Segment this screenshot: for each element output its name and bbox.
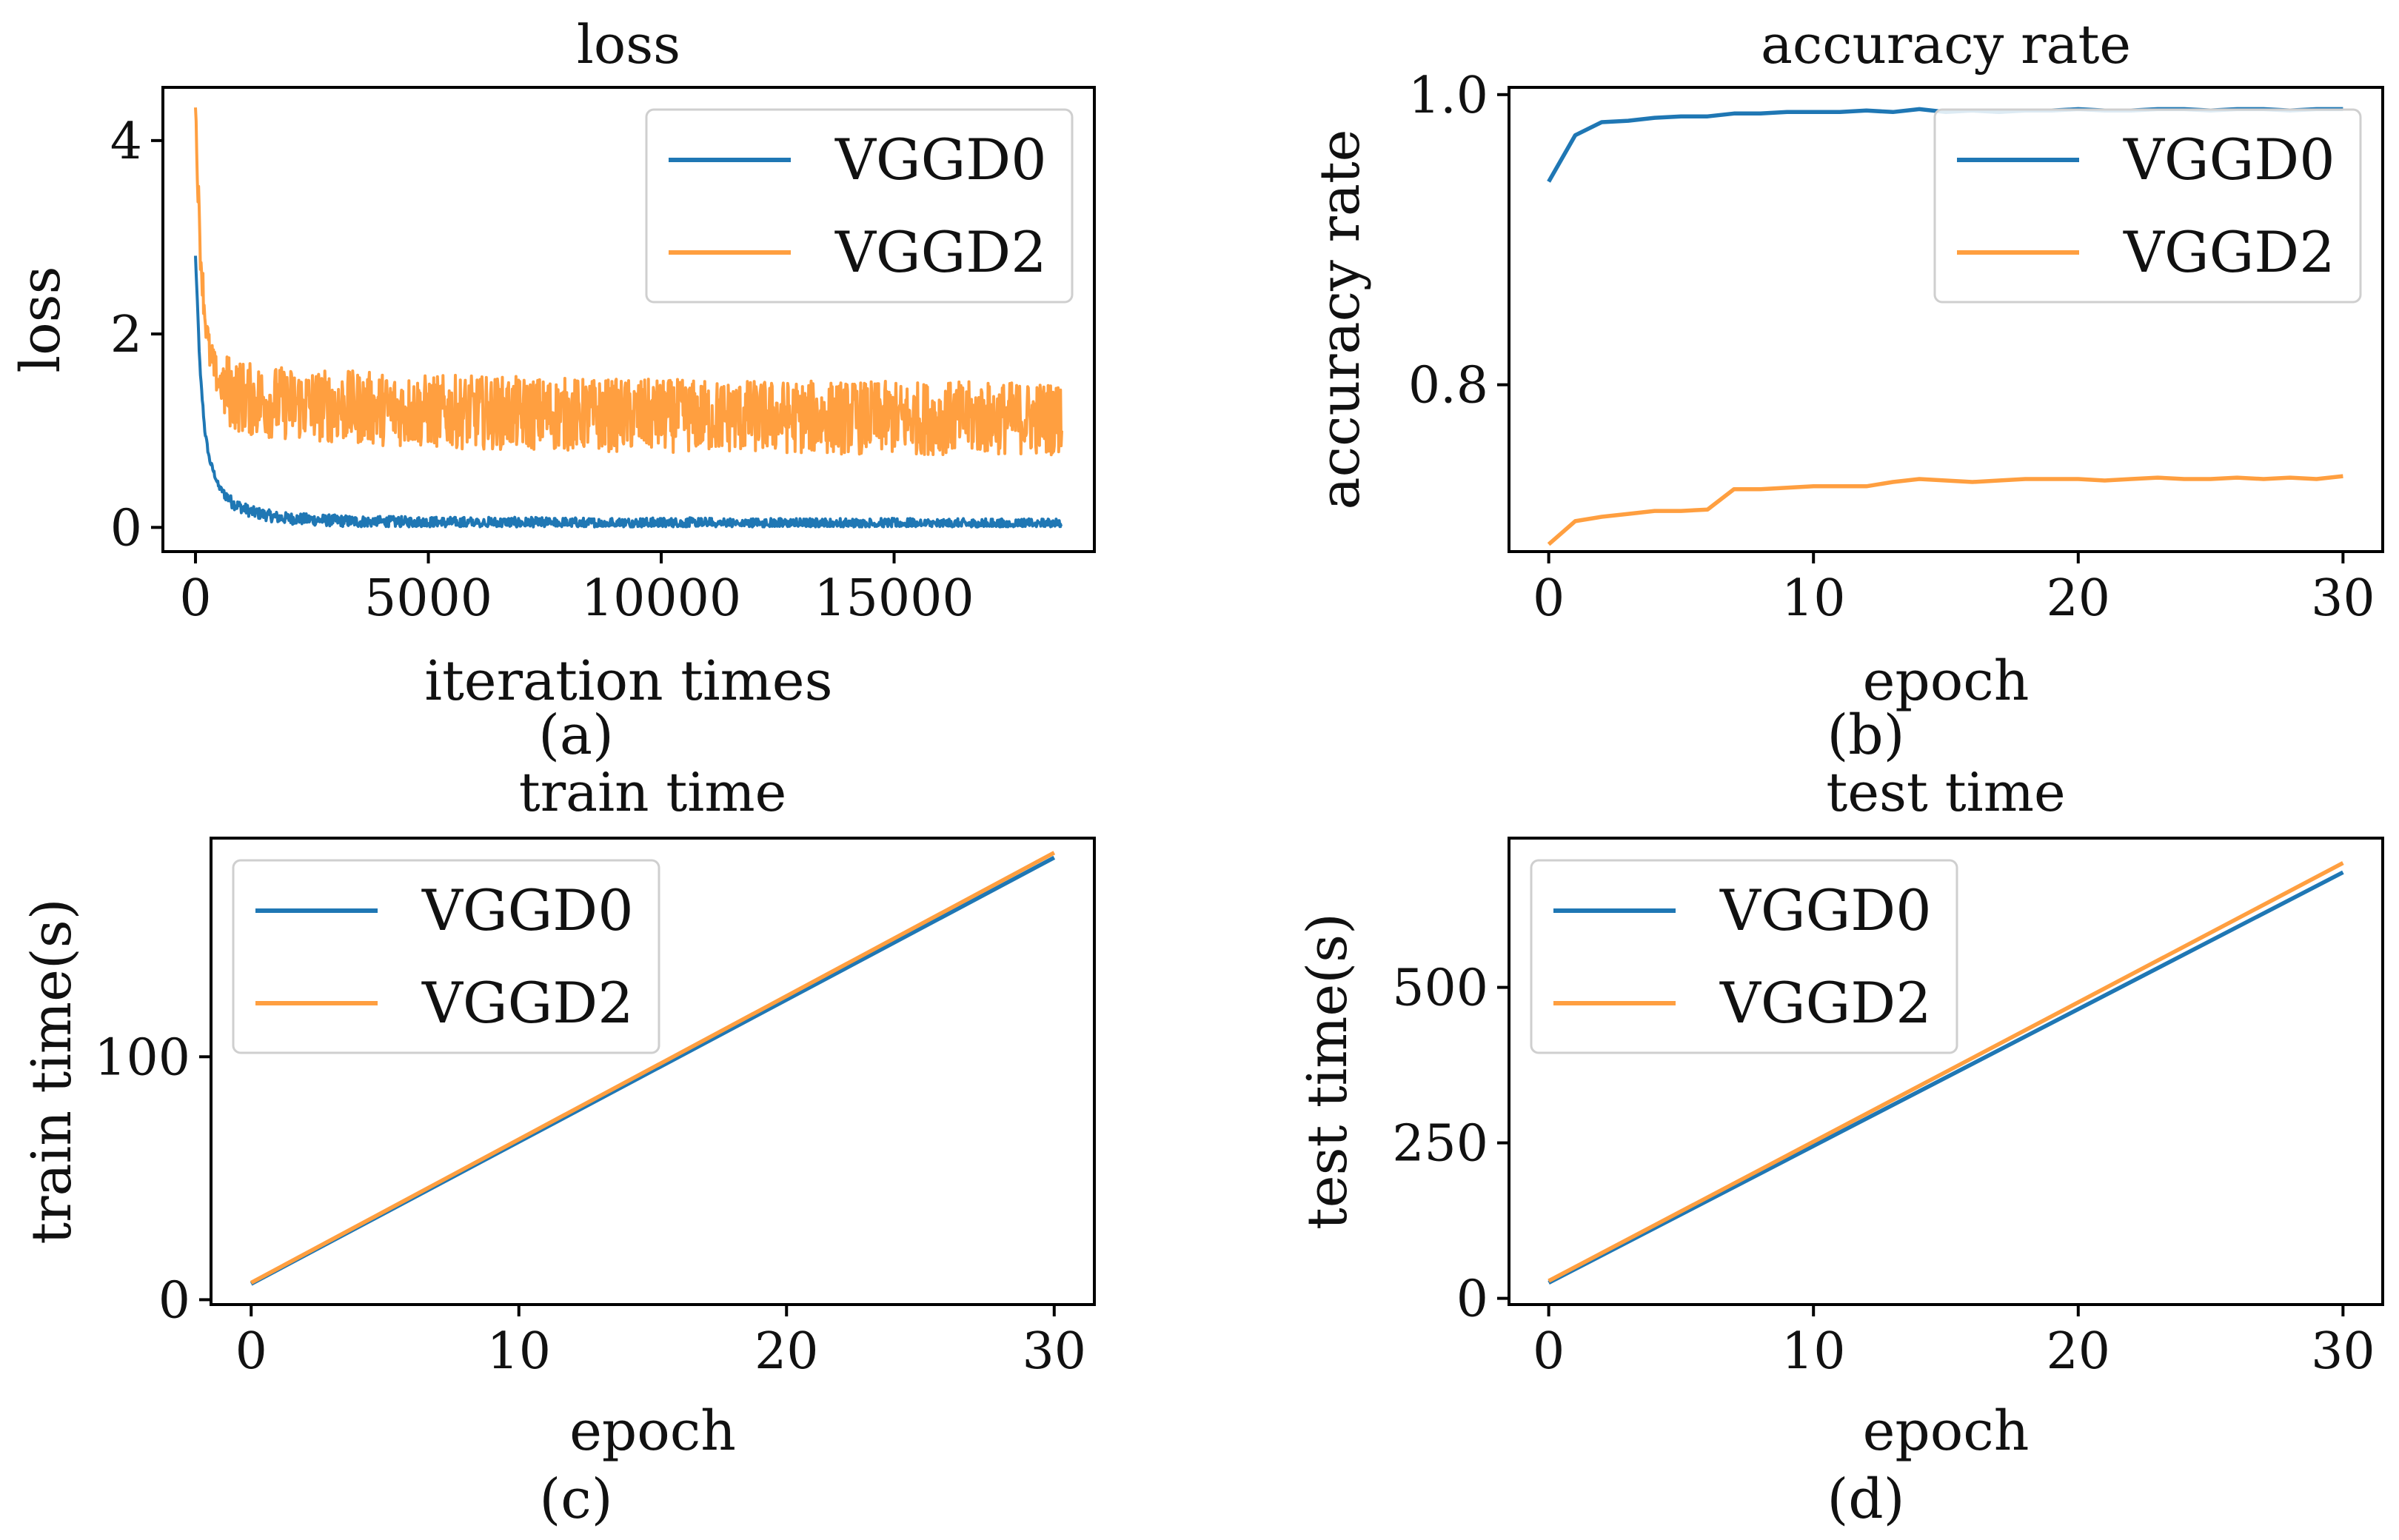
series-line-vggd2 bbox=[1548, 861, 2344, 1283]
legend-label: VGGD2 bbox=[421, 970, 634, 1036]
x-tick-label: 10000 bbox=[581, 569, 741, 628]
y-tick-label: 1.0 bbox=[1408, 67, 1488, 125]
x-tick-label: 30 bbox=[2311, 1322, 2375, 1381]
x-tick-label: 10 bbox=[1781, 1322, 1846, 1381]
chart-loss: loss 0 5000 10000 15000 0 2 4 iteration times los… bbox=[9, 13, 1096, 767]
subplot-label: (d) bbox=[1827, 1467, 1904, 1531]
legend-label: VGGD2 bbox=[2123, 219, 2335, 285]
x-axis-label: epoch bbox=[1863, 649, 2030, 713]
y-axis-label: train time(s) bbox=[20, 898, 84, 1244]
series-line-vggd2 bbox=[194, 107, 1063, 457]
series-group bbox=[194, 107, 1063, 529]
series-line-vggd0 bbox=[194, 255, 1063, 529]
series-group bbox=[1548, 861, 2344, 1285]
series-line-vggd0 bbox=[1548, 870, 2344, 1285]
x-tick-label: 15000 bbox=[814, 569, 974, 628]
y-tick-label: 0 bbox=[1456, 1270, 1488, 1329]
chart-title: loss bbox=[577, 13, 680, 76]
y-tick-label: 2 bbox=[110, 306, 142, 364]
chart-accuracy: accuracy rate 0 10 20 30 0.8 1.0 epoch accuracy … bbox=[1308, 13, 2384, 767]
plot-frame bbox=[161, 86, 1096, 553]
y-tick-label: 4 bbox=[110, 113, 142, 171]
chart-test_time: test time 0 10 20 30 0 250 500 epoch test time(s)… bbox=[1296, 761, 2384, 1531]
legend-label: VGGD2 bbox=[834, 219, 1047, 285]
x-tick-label: 20 bbox=[755, 1322, 819, 1381]
x-tick-label: 5000 bbox=[364, 569, 492, 628]
x-tick-label: 20 bbox=[2047, 569, 2111, 628]
chart-title: test time bbox=[1826, 761, 2065, 823]
series-group bbox=[250, 851, 1056, 1286]
y-tick-label: 500 bbox=[1392, 960, 1488, 1018]
y-axis-label: loss bbox=[9, 266, 73, 372]
plot-frame bbox=[1508, 86, 2384, 553]
chart-title: train time bbox=[519, 761, 786, 823]
x-tick-label: 20 bbox=[2047, 1322, 2111, 1381]
subplot-label: (b) bbox=[1827, 703, 1904, 767]
legend: VGGD0 VGGD2 bbox=[232, 859, 660, 1054]
legend-label: VGGD0 bbox=[834, 127, 1047, 192]
legend: VGGD0 VGGD2 bbox=[645, 108, 1074, 304]
chart-title: accuracy rate bbox=[1761, 13, 2131, 76]
y-tick-label: 0 bbox=[110, 499, 142, 558]
x-tick-label: 0 bbox=[1533, 569, 1565, 628]
x-axis-label: iteration times bbox=[424, 649, 832, 713]
legend-label: VGGD0 bbox=[1719, 877, 1932, 943]
legend-label: VGGD0 bbox=[421, 877, 634, 943]
subplot-label: (a) bbox=[538, 703, 614, 767]
y-axis-label: accuracy rate bbox=[1308, 130, 1372, 510]
x-tick-label: 0 bbox=[1533, 1322, 1565, 1381]
x-axis-label: epoch bbox=[1863, 1399, 2030, 1463]
subplot-label: (c) bbox=[539, 1467, 612, 1531]
series-line-vggd2 bbox=[250, 851, 1056, 1285]
x-tick-label: 30 bbox=[1023, 1322, 1087, 1381]
y-tick-label: 250 bbox=[1392, 1115, 1488, 1174]
legend: VGGD0 VGGD2 bbox=[1530, 859, 1958, 1054]
legend-label: VGGD0 bbox=[2123, 127, 2335, 192]
y-tick-label: 100 bbox=[94, 1028, 190, 1087]
x-tick-label: 10 bbox=[1781, 569, 1846, 628]
y-tick-label: 0.8 bbox=[1408, 357, 1488, 415]
x-tick-label: 0 bbox=[179, 569, 211, 628]
x-tick-label: 0 bbox=[235, 1322, 267, 1381]
x-axis-label: epoch bbox=[569, 1399, 736, 1463]
x-tick-label: 10 bbox=[486, 1322, 551, 1381]
plot-frame bbox=[1508, 837, 2384, 1306]
plot-frame bbox=[210, 837, 1096, 1306]
legend: VGGD0 VGGD2 bbox=[1933, 108, 2362, 304]
y-tick-label: 0 bbox=[158, 1271, 190, 1330]
x-tick-label: 30 bbox=[2311, 569, 2375, 628]
chart-train_time: train time 0 10 20 30 0 100 epoch train time(s) V… bbox=[20, 761, 1096, 1531]
series-line-vggd2 bbox=[1547, 474, 2343, 546]
y-axis-label: test time(s) bbox=[1296, 913, 1359, 1230]
legend-label: VGGD2 bbox=[1719, 970, 1932, 1036]
